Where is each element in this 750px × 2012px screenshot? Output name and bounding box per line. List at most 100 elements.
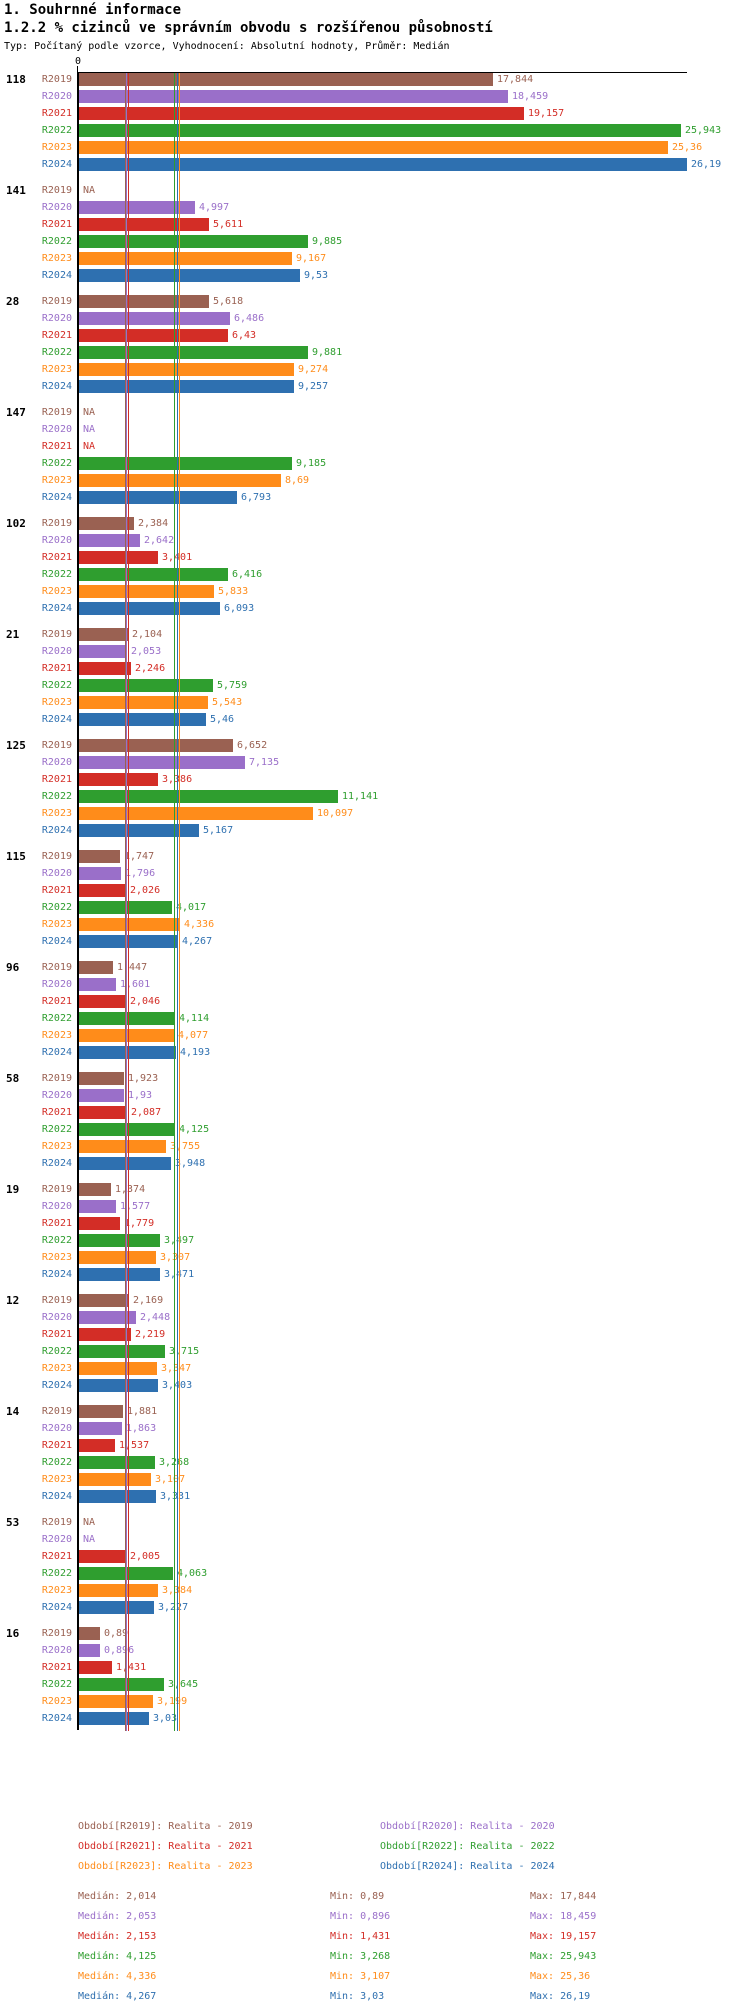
bar-row: R2024 26,19	[0, 158, 750, 171]
bar-row: R2022 9,885	[0, 235, 750, 248]
value-label: 19,157	[528, 108, 565, 119]
value-label: 8,69	[285, 475, 310, 486]
value-label: 5,46	[210, 714, 235, 725]
bar-row: R2022 5,759	[0, 679, 750, 692]
bar	[79, 807, 313, 820]
stats-row-R2024: Medián: 4,267 Min: 3,03 Max: 26,19	[0, 1988, 750, 2008]
bar	[79, 218, 209, 231]
value-label: 0,89	[104, 1628, 129, 1639]
bar-row: R2020 4,997	[0, 201, 750, 214]
bar	[79, 1294, 129, 1307]
year-label: R2020	[41, 979, 72, 990]
bar	[79, 850, 120, 863]
bar	[79, 978, 116, 991]
bar-row: R2021 NA	[0, 440, 750, 453]
bar-row: R2021 5,611	[0, 218, 750, 231]
year-label: R2020	[41, 91, 72, 102]
bar-row: R2020 2,053	[0, 645, 750, 658]
bar	[79, 1123, 175, 1136]
bar	[79, 961, 113, 974]
value-label: 3,307	[160, 1252, 191, 1263]
bar	[79, 457, 292, 470]
value-label: 1,923	[128, 1073, 159, 1084]
bar	[79, 517, 134, 530]
year-label: R2021	[41, 219, 72, 230]
stat-max: Max: 19,157	[530, 1931, 597, 1942]
year-label: R2023	[41, 697, 72, 708]
value-label: 4,336	[184, 919, 215, 930]
bar	[79, 380, 294, 393]
value-label: NA	[83, 424, 96, 435]
year-label: R2019	[41, 1073, 72, 1084]
median-line-R2022	[174, 73, 175, 1731]
year-label: R2021	[41, 108, 72, 119]
value-label: 2,169	[133, 1295, 164, 1306]
bar-group: 28 R2019 5,618 R2020 6,486 R2021 6,43 R2022 9,88…	[0, 295, 750, 393]
bar-row: R2023 9,167	[0, 252, 750, 265]
group-id-label: 141	[6, 184, 26, 197]
year-label: R2020	[41, 1312, 72, 1323]
bar	[79, 1106, 127, 1119]
bar-row: R2022 9,881	[0, 346, 750, 359]
bar	[79, 628, 128, 641]
stat-max: Max: 25,36	[530, 1971, 591, 1982]
value-label: 5,167	[203, 825, 234, 836]
legend-item-R2020: Období[R2020]: Realita - 2020	[380, 1821, 555, 1832]
group-id-label: 53	[6, 1516, 20, 1529]
bar	[79, 1072, 124, 1085]
year-label: R2019	[41, 962, 72, 973]
bar-row: R2021 6,43	[0, 329, 750, 342]
value-label: 2,384	[138, 518, 169, 529]
bar	[79, 1661, 112, 1674]
value-label: 3,645	[168, 1679, 199, 1690]
bar-row: R2022 6,416	[0, 568, 750, 581]
bar	[79, 124, 681, 137]
bar	[79, 1362, 157, 1375]
bar	[79, 790, 338, 803]
bar-row: R2024 6,793	[0, 491, 750, 504]
year-label: R2024	[41, 1269, 72, 1280]
bar-row: R2019 5,618	[0, 295, 750, 308]
group-id-label: 147	[6, 406, 26, 419]
value-label: 4,063	[177, 1568, 208, 1579]
bar-row: R2024 6,093	[0, 602, 750, 615]
stats-row-R2020: Medián: 2,053 Min: 0,896 Max: 18,459	[0, 1908, 750, 1928]
bar	[79, 474, 281, 487]
year-label: R2021	[41, 441, 72, 452]
median-line-R2019	[125, 73, 126, 1731]
year-label: R2019	[41, 74, 72, 85]
bar-row: R2023 3,307	[0, 1251, 750, 1264]
year-label: R2024	[41, 1047, 72, 1058]
year-label: R2023	[41, 1363, 72, 1374]
year-label: R2020	[41, 424, 72, 435]
year-label: R2022	[41, 1457, 72, 1468]
value-label: 25,36	[672, 142, 703, 153]
value-label: NA	[83, 441, 96, 452]
value-label: NA	[83, 185, 96, 196]
bar-group: 12 R2019 2,169 R2020 2,448 R2021 2,219 R2022 3,7…	[0, 1294, 750, 1392]
year-label: R2020	[41, 1534, 72, 1545]
value-label: 4,193	[180, 1047, 211, 1058]
bar-row: R2022 3,715	[0, 1345, 750, 1358]
bar	[79, 312, 230, 325]
x-axis-zero-label: 0	[74, 56, 82, 67]
value-label: 1,431	[116, 1662, 147, 1673]
value-label: 4,114	[179, 1013, 210, 1024]
bar-row: R20213,401	[0, 551, 750, 564]
year-label: R2019	[41, 1406, 72, 1417]
value-label: 3,331	[160, 1491, 191, 1502]
year-label: R2021	[41, 1662, 72, 1673]
group-id-label: 102	[6, 517, 26, 530]
year-label: R2024	[41, 1158, 72, 1169]
bar-row: R2024 9,53	[0, 269, 750, 282]
bar-row: R2023 3,347	[0, 1362, 750, 1375]
group-id-label: 115	[6, 850, 26, 863]
bar	[79, 1473, 151, 1486]
year-label: R2019	[41, 1295, 72, 1306]
year-label: R2024	[41, 159, 72, 170]
bar-row: R2020 18,459	[0, 90, 750, 103]
year-label: R2022	[41, 791, 72, 802]
bar-group: 53 R2019 NA R2020 NA R2021 2,005 R2022 4,063 R202…	[0, 1516, 750, 1614]
bar-row: R2024 3,227	[0, 1601, 750, 1614]
